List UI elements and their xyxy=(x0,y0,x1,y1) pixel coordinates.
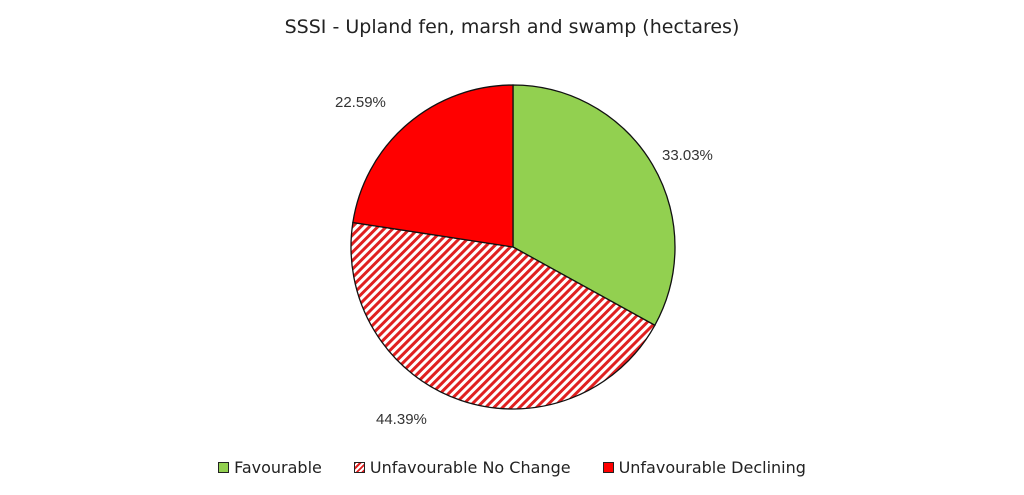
swatch-favourable-icon xyxy=(218,462,230,473)
legend-item-unfavourable-no-change: Unfavourable No Change xyxy=(353,458,571,477)
slice-unfavourable-no-change xyxy=(350,221,656,410)
slice-favourable xyxy=(512,84,676,327)
legend: Favourable Unfavourable No Change Unfavo… xyxy=(0,458,1024,477)
data-label-unfavourable-declining: 22.59% xyxy=(335,94,386,111)
legend-item-favourable: Favourable xyxy=(218,458,322,477)
data-label-favourable: 33.03% xyxy=(662,147,713,164)
chart-title: SSSI - Upland fen, marsh and swamp (hect… xyxy=(284,16,740,38)
swatch-declining-icon xyxy=(602,462,614,473)
swatch-hatched-icon xyxy=(353,462,365,473)
legend-label: Unfavourable Declining xyxy=(618,458,806,477)
legend-item-unfavourable-declining: Unfavourable Declining xyxy=(602,458,806,477)
slice-unfavourable-declining xyxy=(352,84,514,248)
data-label-unfavourable-no-change: 44.39% xyxy=(376,411,427,428)
legend-label: Unfavourable No Change xyxy=(369,458,571,477)
legend-label: Favourable xyxy=(234,458,322,477)
